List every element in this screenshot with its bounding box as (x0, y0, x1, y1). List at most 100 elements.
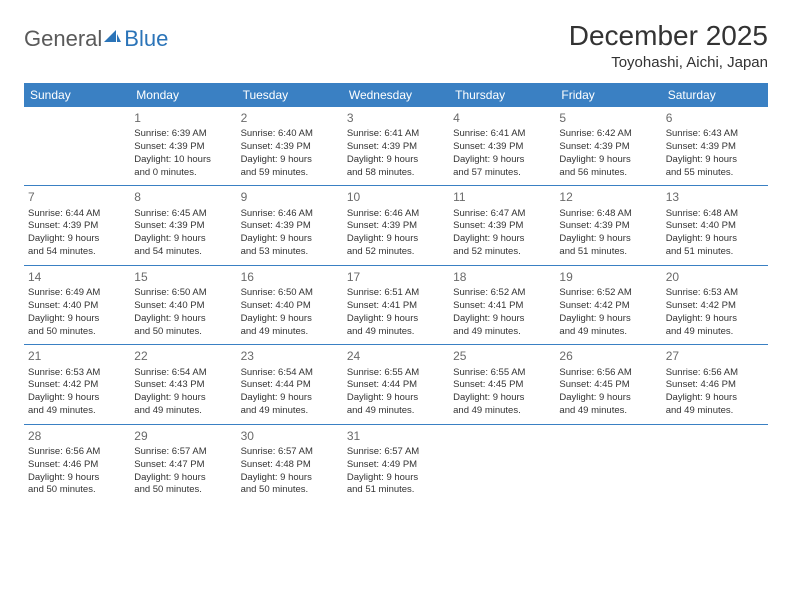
daylight-text: Daylight: 9 hours (134, 313, 232, 326)
calendar-cell: 31Sunrise: 6:57 AMSunset: 4:49 PMDayligh… (343, 424, 449, 503)
sunrise-text: Sunrise: 6:54 AM (241, 367, 339, 380)
sunset-text: Sunset: 4:47 PM (134, 459, 232, 472)
daylight-text: and 58 minutes. (347, 167, 445, 180)
daylight-text: Daylight: 9 hours (134, 392, 232, 405)
sunrise-text: Sunrise: 6:39 AM (134, 128, 232, 141)
day-number: 17 (347, 269, 445, 285)
logo-sail-icon (102, 28, 122, 44)
daylight-text: and 49 minutes. (134, 405, 232, 418)
daylight-text: Daylight: 9 hours (134, 472, 232, 485)
sunrise-text: Sunrise: 6:52 AM (559, 287, 657, 300)
sunset-text: Sunset: 4:39 PM (559, 141, 657, 154)
calendar-cell (24, 107, 130, 186)
title-block: December 2025 Toyohashi, Aichi, Japan (569, 20, 768, 71)
calendar-cell: 17Sunrise: 6:51 AMSunset: 4:41 PMDayligh… (343, 265, 449, 344)
sunset-text: Sunset: 4:46 PM (28, 459, 126, 472)
daylight-text: and 57 minutes. (453, 167, 551, 180)
day-number: 30 (241, 428, 339, 444)
daylight-text: Daylight: 9 hours (241, 233, 339, 246)
calendar-cell: 1Sunrise: 6:39 AMSunset: 4:39 PMDaylight… (130, 107, 236, 186)
calendar-table: SundayMondayTuesdayWednesdayThursdayFrid… (24, 83, 768, 503)
sunrise-text: Sunrise: 6:45 AM (134, 208, 232, 221)
day-number: 5 (559, 110, 657, 126)
calendar-cell: 27Sunrise: 6:56 AMSunset: 4:46 PMDayligh… (662, 345, 768, 424)
calendar-cell: 12Sunrise: 6:48 AMSunset: 4:39 PMDayligh… (555, 186, 661, 265)
day-header: Monday (130, 83, 236, 107)
calendar-cell: 15Sunrise: 6:50 AMSunset: 4:40 PMDayligh… (130, 265, 236, 344)
daylight-text: Daylight: 9 hours (28, 392, 126, 405)
daylight-text: Daylight: 9 hours (453, 392, 551, 405)
day-number: 2 (241, 110, 339, 126)
daylight-text: and 50 minutes. (28, 326, 126, 339)
daylight-text: Daylight: 9 hours (559, 392, 657, 405)
day-number: 7 (28, 189, 126, 205)
sunrise-text: Sunrise: 6:50 AM (134, 287, 232, 300)
page-subtitle: Toyohashi, Aichi, Japan (569, 54, 768, 71)
day-number: 26 (559, 348, 657, 364)
day-number: 4 (453, 110, 551, 126)
daylight-text: Daylight: 9 hours (134, 233, 232, 246)
daylight-text: Daylight: 9 hours (666, 233, 764, 246)
sunset-text: Sunset: 4:40 PM (666, 220, 764, 233)
day-number: 11 (453, 189, 551, 205)
day-number: 9 (241, 189, 339, 205)
sunrise-text: Sunrise: 6:49 AM (28, 287, 126, 300)
sunset-text: Sunset: 4:39 PM (241, 141, 339, 154)
daylight-text: Daylight: 9 hours (28, 472, 126, 485)
sunset-text: Sunset: 4:40 PM (241, 300, 339, 313)
sunrise-text: Sunrise: 6:47 AM (453, 208, 551, 221)
calendar-cell: 28Sunrise: 6:56 AMSunset: 4:46 PMDayligh… (24, 424, 130, 503)
daylight-text: Daylight: 9 hours (347, 472, 445, 485)
calendar-cell: 26Sunrise: 6:56 AMSunset: 4:45 PMDayligh… (555, 345, 661, 424)
calendar-cell: 22Sunrise: 6:54 AMSunset: 4:43 PMDayligh… (130, 345, 236, 424)
daylight-text: and 49 minutes. (453, 326, 551, 339)
daylight-text: and 0 minutes. (134, 167, 232, 180)
daylight-text: and 55 minutes. (666, 167, 764, 180)
sunset-text: Sunset: 4:39 PM (347, 141, 445, 154)
calendar-cell (449, 424, 555, 503)
calendar-cell (662, 424, 768, 503)
calendar-cell: 5Sunrise: 6:42 AMSunset: 4:39 PMDaylight… (555, 107, 661, 186)
day-number: 15 (134, 269, 232, 285)
day-header: Tuesday (237, 83, 343, 107)
sunset-text: Sunset: 4:43 PM (134, 379, 232, 392)
calendar-cell: 3Sunrise: 6:41 AMSunset: 4:39 PMDaylight… (343, 107, 449, 186)
sunrise-text: Sunrise: 6:56 AM (559, 367, 657, 380)
sunrise-text: Sunrise: 6:55 AM (453, 367, 551, 380)
sunrise-text: Sunrise: 6:46 AM (347, 208, 445, 221)
calendar-row: 1Sunrise: 6:39 AMSunset: 4:39 PMDaylight… (24, 107, 768, 186)
sunrise-text: Sunrise: 6:40 AM (241, 128, 339, 141)
calendar-cell: 11Sunrise: 6:47 AMSunset: 4:39 PMDayligh… (449, 186, 555, 265)
day-header: Wednesday (343, 83, 449, 107)
calendar-cell: 7Sunrise: 6:44 AMSunset: 4:39 PMDaylight… (24, 186, 130, 265)
daylight-text: and 49 minutes. (347, 326, 445, 339)
daylight-text: and 49 minutes. (666, 405, 764, 418)
day-number: 16 (241, 269, 339, 285)
calendar-cell: 29Sunrise: 6:57 AMSunset: 4:47 PMDayligh… (130, 424, 236, 503)
sunrise-text: Sunrise: 6:55 AM (347, 367, 445, 380)
calendar-cell: 6Sunrise: 6:43 AMSunset: 4:39 PMDaylight… (662, 107, 768, 186)
day-header: Sunday (24, 83, 130, 107)
calendar-row: 7Sunrise: 6:44 AMSunset: 4:39 PMDaylight… (24, 186, 768, 265)
day-number: 24 (347, 348, 445, 364)
daylight-text: Daylight: 9 hours (241, 154, 339, 167)
calendar-cell: 21Sunrise: 6:53 AMSunset: 4:42 PMDayligh… (24, 345, 130, 424)
day-number: 1 (134, 110, 232, 126)
day-number: 22 (134, 348, 232, 364)
daylight-text: Daylight: 9 hours (453, 313, 551, 326)
daylight-text: and 56 minutes. (559, 167, 657, 180)
calendar-cell: 9Sunrise: 6:46 AMSunset: 4:39 PMDaylight… (237, 186, 343, 265)
day-number: 28 (28, 428, 126, 444)
day-number: 18 (453, 269, 551, 285)
daylight-text: and 49 minutes. (28, 405, 126, 418)
sunrise-text: Sunrise: 6:52 AM (453, 287, 551, 300)
calendar-row: 21Sunrise: 6:53 AMSunset: 4:42 PMDayligh… (24, 345, 768, 424)
sunset-text: Sunset: 4:48 PM (241, 459, 339, 472)
sunrise-text: Sunrise: 6:56 AM (666, 367, 764, 380)
sunrise-text: Sunrise: 6:41 AM (453, 128, 551, 141)
daylight-text: and 50 minutes. (134, 484, 232, 497)
sunset-text: Sunset: 4:44 PM (241, 379, 339, 392)
calendar-cell: 4Sunrise: 6:41 AMSunset: 4:39 PMDaylight… (449, 107, 555, 186)
daylight-text: and 52 minutes. (347, 246, 445, 259)
daylight-text: Daylight: 9 hours (347, 154, 445, 167)
